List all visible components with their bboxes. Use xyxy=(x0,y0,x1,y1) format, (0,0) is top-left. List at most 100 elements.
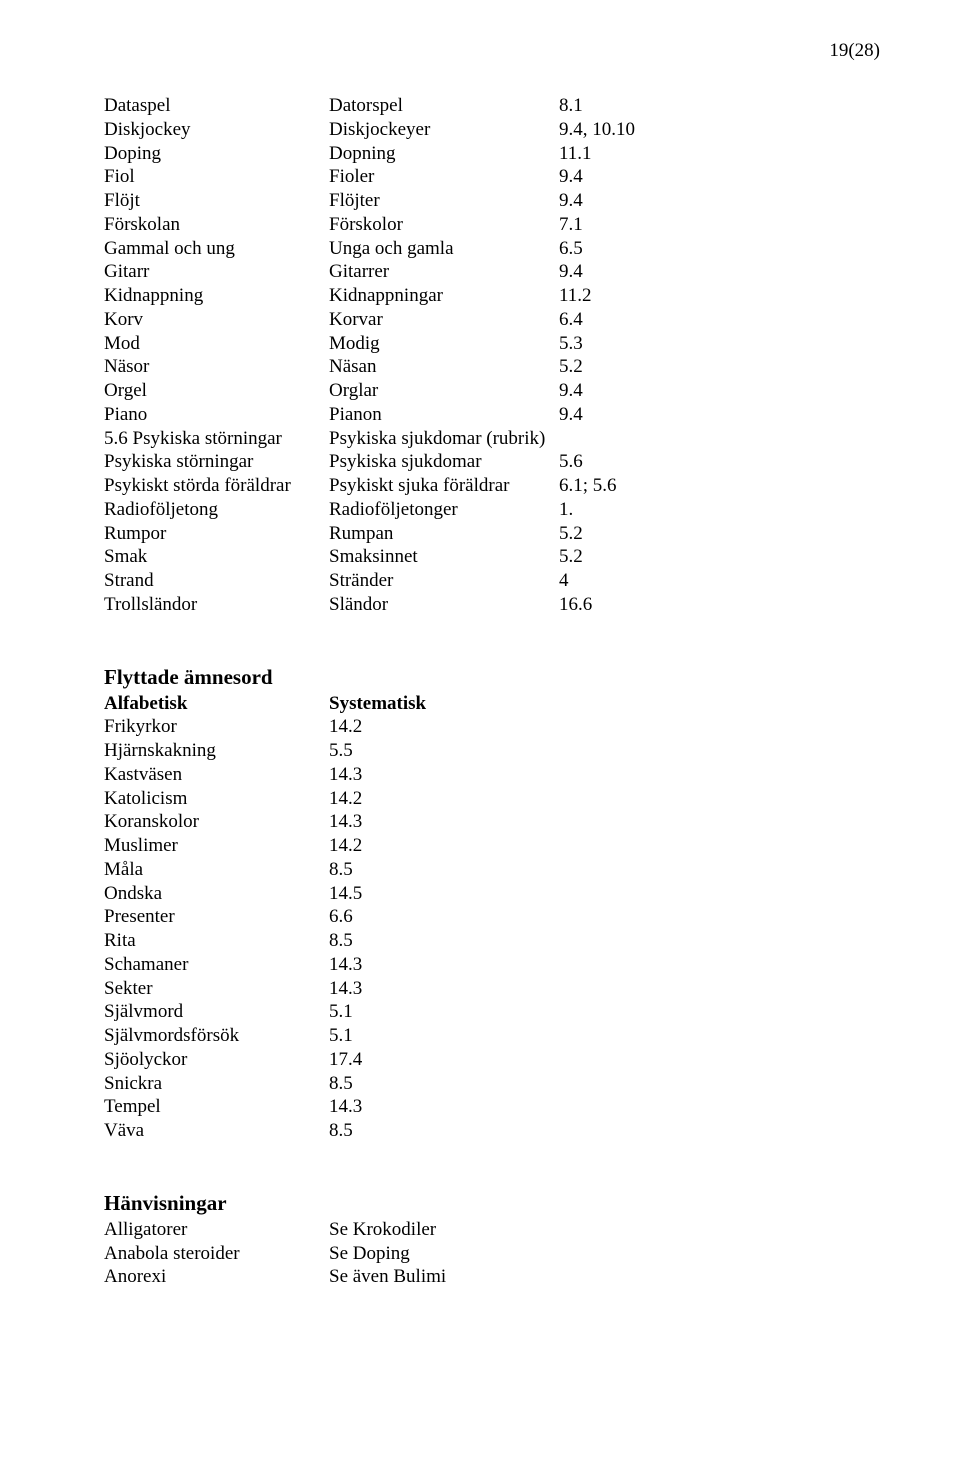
cell: Förskolan xyxy=(104,213,329,237)
cell: Måla xyxy=(104,858,329,882)
cell: 9.4 xyxy=(559,260,880,284)
cell: Fioler xyxy=(329,165,559,189)
cell: 17.4 xyxy=(329,1048,426,1072)
cell: Strand xyxy=(104,569,329,593)
table-row: Självmordsförsök5.1 xyxy=(104,1024,426,1048)
cell: 14.3 xyxy=(329,763,426,787)
cell xyxy=(559,427,880,451)
table-row: DataspelDatorspel8.1 xyxy=(104,94,880,118)
cell: Fiol xyxy=(104,165,329,189)
cell: Sekter xyxy=(104,977,329,1001)
cell: Korvar xyxy=(329,308,559,332)
cell: 8.5 xyxy=(329,858,426,882)
cell: Koranskolor xyxy=(104,810,329,834)
table-row: Katolicism14.2 xyxy=(104,787,426,811)
cell: 11.2 xyxy=(559,284,880,308)
cell: Självmordsförsök xyxy=(104,1024,329,1048)
table-section2: AlfabetiskSystematiskFrikyrkor14.2Hjärns… xyxy=(104,692,426,1143)
table-row: Presenter6.6 xyxy=(104,905,426,929)
cell: Anabola steroider xyxy=(104,1242,329,1266)
cell: Mod xyxy=(104,332,329,356)
table-row: Sekter14.3 xyxy=(104,977,426,1001)
table-row: StrandStränder4 xyxy=(104,569,880,593)
table-row: FiolFioler9.4 xyxy=(104,165,880,189)
table-row: NäsorNäsan5.2 xyxy=(104,355,880,379)
table-row: DiskjockeyDiskjockeyer9.4, 10.10 xyxy=(104,118,880,142)
table-row: Måla8.5 xyxy=(104,858,426,882)
cell: Datorspel xyxy=(329,94,559,118)
cell: Presenter xyxy=(104,905,329,929)
cell: Pianon xyxy=(329,403,559,427)
cell: 5.2 xyxy=(559,545,880,569)
section3-heading: Hänvisningar xyxy=(104,1191,880,1216)
table-row: Självmord5.1 xyxy=(104,1000,426,1024)
cell: Radioföljetonger xyxy=(329,498,559,522)
cell: Schamaner xyxy=(104,953,329,977)
cell: 8.1 xyxy=(559,94,880,118)
cell: Dopning xyxy=(329,142,559,166)
column-header: Alfabetisk xyxy=(104,692,329,716)
cell: Orgel xyxy=(104,379,329,403)
cell: Gitarrer xyxy=(329,260,559,284)
cell: Doping xyxy=(104,142,329,166)
table-row: Frikyrkor14.2 xyxy=(104,715,426,739)
cell: Psykiskt störda föräldrar xyxy=(104,474,329,498)
table-row: Tempel14.3 xyxy=(104,1095,426,1119)
cell: 5.6 xyxy=(559,450,880,474)
table-row: RadioföljetongRadioföljetonger1. xyxy=(104,498,880,522)
cell: Se Doping xyxy=(329,1242,446,1266)
table-header-row: AlfabetiskSystematisk xyxy=(104,692,426,716)
table-row: Ondska14.5 xyxy=(104,882,426,906)
cell: 14.2 xyxy=(329,834,426,858)
cell: 6.5 xyxy=(559,237,880,261)
cell: Katolicism xyxy=(104,787,329,811)
cell: Kidnappningar xyxy=(329,284,559,308)
table-row: Rita8.5 xyxy=(104,929,426,953)
cell: Ondska xyxy=(104,882,329,906)
cell: Rumpor xyxy=(104,522,329,546)
cell: 9.4 xyxy=(559,379,880,403)
cell: Radioföljetong xyxy=(104,498,329,522)
table-row: GitarrGitarrer9.4 xyxy=(104,260,880,284)
cell: 14.3 xyxy=(329,1095,426,1119)
cell: 1. xyxy=(559,498,880,522)
cell: 5.1 xyxy=(329,1024,426,1048)
column-header: Systematisk xyxy=(329,692,426,716)
cell: 9.4 xyxy=(559,189,880,213)
table-row: KorvKorvar6.4 xyxy=(104,308,880,332)
table-row: Kastväsen14.3 xyxy=(104,763,426,787)
cell: 14.2 xyxy=(329,715,426,739)
cell: Diskjockey xyxy=(104,118,329,142)
cell: 8.5 xyxy=(329,1072,426,1096)
cell: 8.5 xyxy=(329,1119,426,1143)
cell: Väva xyxy=(104,1119,329,1143)
table-row: Koranskolor14.3 xyxy=(104,810,426,834)
cell: 5.2 xyxy=(559,355,880,379)
cell: Självmord xyxy=(104,1000,329,1024)
table-row: Väva8.5 xyxy=(104,1119,426,1143)
cell: Psykiska sjukdomar (rubrik) xyxy=(329,427,559,451)
table-row: OrgelOrglar9.4 xyxy=(104,379,880,403)
table-row: RumporRumpan5.2 xyxy=(104,522,880,546)
cell: Psykiskt sjuka föräldrar xyxy=(329,474,559,498)
table-row: Psykiskt störda föräldrarPsykiskt sjuka … xyxy=(104,474,880,498)
cell: Sjöolyckor xyxy=(104,1048,329,1072)
cell: Förskolor xyxy=(329,213,559,237)
cell: Tempel xyxy=(104,1095,329,1119)
cell: 5.5 xyxy=(329,739,426,763)
cell: 14.3 xyxy=(329,977,426,1001)
cell: Snickra xyxy=(104,1072,329,1096)
page-number: 19(28) xyxy=(104,40,880,62)
table-main: DataspelDatorspel8.1DiskjockeyDiskjockey… xyxy=(104,94,880,617)
cell: Piano xyxy=(104,403,329,427)
cell: Diskjockeyer xyxy=(329,118,559,142)
cell: Näsor xyxy=(104,355,329,379)
cell: Gitarr xyxy=(104,260,329,284)
cell: 8.5 xyxy=(329,929,426,953)
cell: 6.4 xyxy=(559,308,880,332)
cell: Anorexi xyxy=(104,1265,329,1289)
cell: Frikyrkor xyxy=(104,715,329,739)
cell: 5.1 xyxy=(329,1000,426,1024)
cell: 14.5 xyxy=(329,882,426,906)
table-row: Snickra8.5 xyxy=(104,1072,426,1096)
